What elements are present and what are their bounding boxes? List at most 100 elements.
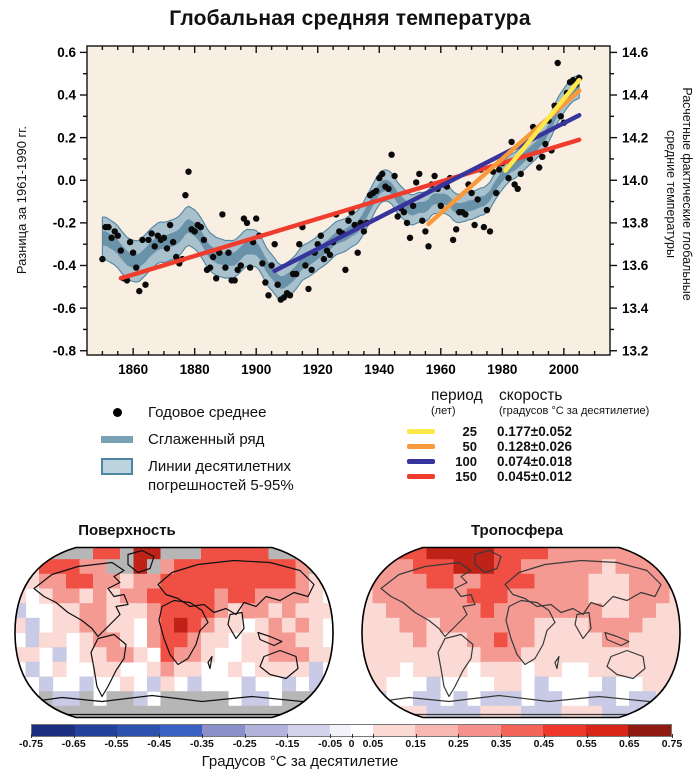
trend-rate-value: 0.128±0.026 [497,439,572,454]
svg-text:13.8: 13.8 [622,216,649,231]
colorbar-tick-label: 0.15 [405,738,426,750]
colorbar-segment [457,725,501,736]
period-column-title: период [431,387,483,404]
smoothed-series-line-icon [101,435,133,443]
colorbar-segment [628,725,671,736]
chart-title: Глобальная средняя температура [169,7,531,30]
trend-swatch-icon [407,459,435,464]
colorbar-tick-label: -0.15 [275,738,300,750]
legend-item-label: Линии десятилетних погрешностей 5-95% [148,458,294,494]
colorbar-tick-label: -0.75 [19,738,43,750]
troposphere-trend-map [361,546,681,719]
colorbar-segment [117,725,160,736]
trend-table-header: период скорость [407,387,649,405]
svg-text:14.0: 14.0 [622,173,648,188]
trend-row-25yr: 25 0.177±0.052 [407,424,649,439]
svg-text:14.2: 14.2 [622,130,648,145]
axis-tick-labels: 1860 1880 1900 1920 1940 1960 1980 2000 0.6 0.4 0.… [53,45,649,377]
svg-text:-0.4: -0.4 [53,258,77,273]
map-border [14,546,334,719]
colorbar-tick [501,734,503,738]
colorbar-tick [330,734,332,738]
colorbar-segment [372,725,416,736]
colorbar-segment [32,725,75,736]
colorbar-segment [585,725,629,736]
colorbar-tick-label: 0.35 [490,738,512,750]
legend-item-annual: Годовое среднее [99,403,388,422]
svg-text:1900: 1900 [241,362,271,377]
svg-text:-0.6: -0.6 [53,301,77,316]
colorbar-tick-label: 0.65 [619,738,640,750]
svg-text:1860: 1860 [118,362,148,377]
colorbar-tick-label: -0.25 [232,738,257,750]
legend-swatch-wrap [99,457,135,475]
y-axis-label-right-line2: средние температуры [664,130,678,258]
rate-column-title: скорость [499,387,563,404]
colorbar-tick-label: 0.45 [533,738,555,750]
colorbar-caption: Градусов °C за десятилетие [201,753,399,770]
svg-text:1980: 1980 [487,362,517,377]
map-cells [15,547,333,718]
trend-row-50yr: 50 0.128±0.026 [407,439,649,454]
colorbar-segment [500,725,544,736]
troposphere-map-title: Тропосфера [470,522,564,539]
trend-period-value: 25 [462,424,477,439]
svg-text:2000: 2000 [549,362,579,377]
legend-item-smoothed: Сглаженный ряд [99,430,388,449]
colorbar-tick-label: 0.55 [576,738,597,750]
svg-text:13.2: 13.2 [622,343,648,358]
colorbar-segment [74,725,118,736]
trend-swatch-icon [407,429,435,434]
temperature-anomaly-chart: 1860 1880 1900 1920 1940 1960 1980 2000 0.6 0.4 0.… [53,45,649,377]
legend-swatch-wrap [99,403,135,421]
surface-trend-map [14,546,334,719]
svg-text:14.6: 14.6 [622,45,649,60]
colorbar-tick-label: -0.45 [147,738,172,750]
svg-text:13.4: 13.4 [622,301,649,316]
colorbar-segment [287,725,331,736]
svg-text:-0.8: -0.8 [53,343,77,358]
rate-column-unit: (градусов °C за десятилетие) [499,405,650,417]
legend-item-label: Годовое среднее [148,404,267,421]
colorbar-tick-labels: -0.75 -0.65 -0.55 -0.45 -0.35 -0.25 -0.15 -0.05… [19,734,682,750]
plot-area [87,46,610,355]
colorbar-tick [73,734,75,738]
continent-outlines [372,549,668,716]
svg-text:0.2: 0.2 [57,130,76,145]
colorbar-segment [415,725,458,736]
svg-text:1880: 1880 [180,362,210,377]
colorbar-segment [351,725,373,736]
colorbar-tick [351,734,353,738]
colorbar-tick [372,734,374,738]
colorbar-tick [629,734,631,738]
trend-swatch-icon [407,444,435,449]
trend-row-150yr: 150 0.045±0.012 [407,469,649,484]
trend-period-value: 150 [455,469,477,484]
annual-mean-dot-icon [112,407,122,417]
colorbar-tick [287,734,289,738]
decadal-error-band [101,74,580,301]
colorbar-tick [586,734,588,738]
trend-period-value: 50 [462,439,477,454]
map-cells [362,547,680,718]
colorbar-tick [116,734,118,738]
trend-swatch-icon [407,474,435,479]
colorbar-tick-label: 0.25 [448,738,469,750]
svg-text:1940: 1940 [364,362,394,377]
colorbar-tick-label: 0 [348,738,355,750]
svg-text:0.0: 0.0 [57,173,76,188]
colorbar-tick [201,734,203,738]
period-column-unit: (лет) [431,405,456,417]
colorbar-segment [244,725,288,736]
colorbar-segment [330,725,352,736]
error-band-box-icon [101,457,133,475]
colorbar-tick [543,734,545,738]
axes [80,45,617,356]
y-axis-label-left: Разница за 1961-1990 гг. [14,125,29,275]
colorbar-tick [31,734,32,738]
colorbar-segment [159,725,203,736]
colorbar-tick-label: -0.05 [318,738,343,750]
colorbar-tick [159,734,161,738]
svg-text:1960: 1960 [426,362,456,377]
trend-line-25yr [503,77,582,173]
